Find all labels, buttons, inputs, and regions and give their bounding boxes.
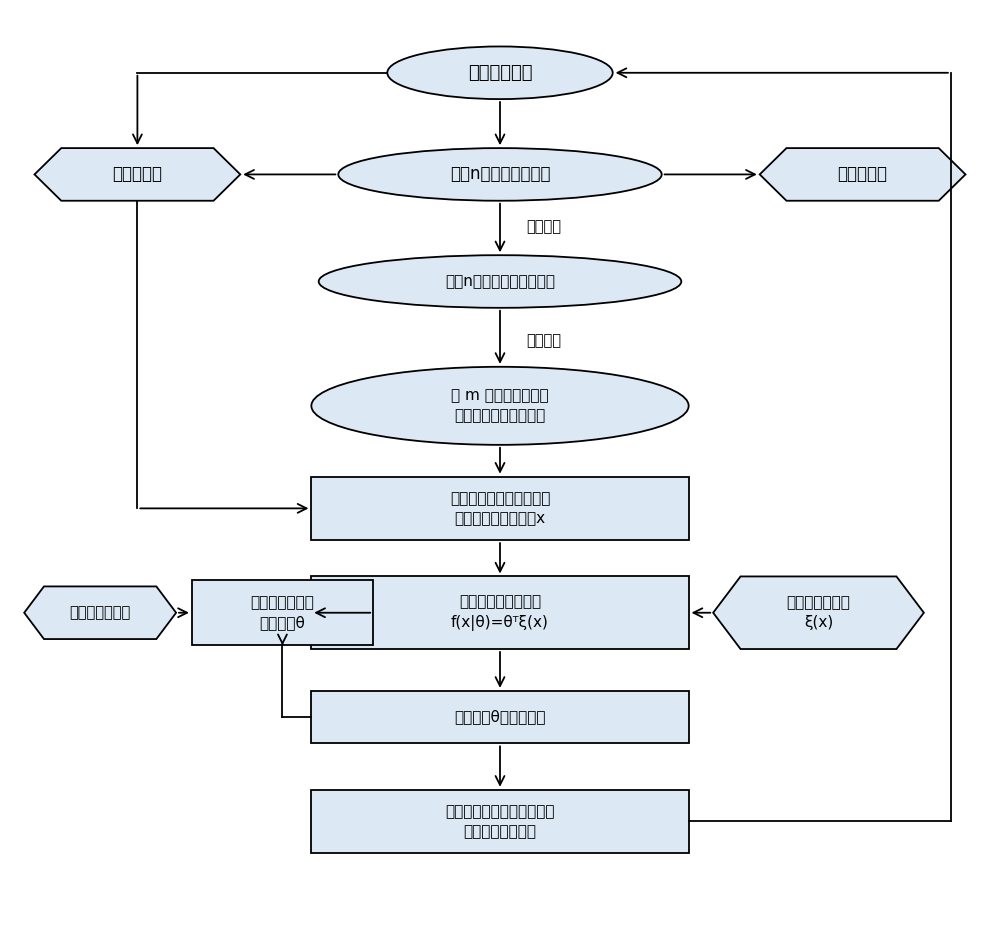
Text: 量测输出阵: 量测输出阵	[112, 166, 162, 183]
Polygon shape	[760, 148, 966, 201]
Text: 空间密频结构: 空间密频结构	[468, 64, 532, 81]
Text: 由 m 阶主模态组成的
低阶独立模态空间模型: 由 m 阶主模态组成的 低阶独立模态空间模型	[451, 388, 549, 423]
Text: 建立模糊基函数
ξ(x): 建立模糊基函数 ξ(x)	[787, 595, 850, 631]
Bar	[311, 790, 689, 853]
Text: 坐标变换: 坐标变换	[526, 219, 561, 234]
Text: 降阶处理: 降阶处理	[526, 333, 561, 348]
Polygon shape	[35, 148, 240, 201]
Ellipse shape	[319, 256, 681, 307]
Text: 控制输入阵: 控制输入阵	[838, 166, 888, 183]
Polygon shape	[713, 576, 924, 649]
Text: 模糊控制器输出模态控制量
转化为实际控制量: 模糊控制器输出模态控制量 转化为实际控制量	[445, 804, 555, 839]
Bar	[311, 477, 689, 540]
Text: 结构n阶独立模态空间模型: 结构n阶独立模态空间模型	[445, 274, 555, 289]
Text: 求解模糊控制器输出
f(x|θ)=θᵀξ(x): 求解模糊控制器输出 f(x|θ)=θᵀξ(x)	[451, 594, 549, 631]
Text: 提取主模态振动信息作为
模糊控制器输入变量x: 提取主模态振动信息作为 模糊控制器输入变量x	[450, 491, 550, 526]
Ellipse shape	[387, 46, 613, 99]
Bar	[192, 580, 373, 645]
Text: 参数向量θ自适应调整: 参数向量θ自适应调整	[454, 709, 546, 724]
Ellipse shape	[338, 148, 662, 201]
Text: 结构n阶物理空间模型: 结构n阶物理空间模型	[450, 166, 550, 183]
Text: 参数向量赋初值: 参数向量赋初值	[70, 606, 131, 620]
Bar	[311, 691, 689, 744]
Polygon shape	[24, 586, 176, 639]
Bar	[311, 576, 689, 649]
Ellipse shape	[311, 367, 689, 444]
Text: 解析模糊规则的
参数向量θ: 解析模糊规则的 参数向量θ	[251, 595, 314, 631]
